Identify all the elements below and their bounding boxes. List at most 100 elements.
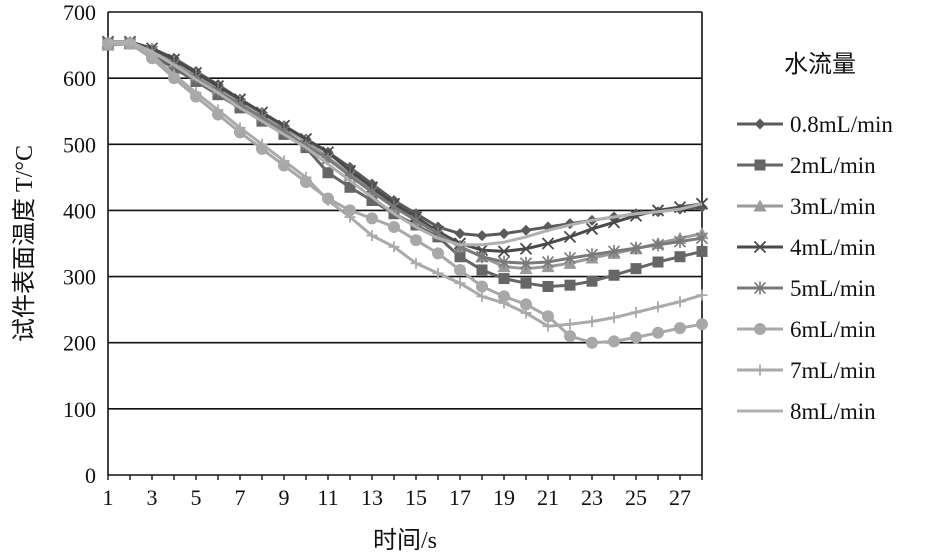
data-point — [563, 230, 577, 244]
x-tick-label: 5 — [191, 485, 202, 510]
data-point — [300, 171, 312, 183]
data-point — [674, 322, 686, 335]
data-point — [212, 104, 224, 116]
series-line — [108, 42, 703, 328]
data-point — [696, 289, 708, 301]
x-tick-label: 15 — [405, 485, 427, 510]
data-point — [585, 222, 599, 236]
legend-label: 8mL/min — [790, 399, 876, 424]
legend-swatch-marker — [754, 323, 766, 335]
series-lines — [101, 35, 709, 349]
data-point — [696, 318, 708, 331]
data-point — [586, 336, 598, 349]
series-line — [108, 40, 703, 253]
data-point — [608, 312, 620, 324]
series-3 — [101, 37, 709, 275]
data-point — [586, 316, 598, 328]
data-point — [344, 181, 356, 193]
legend-item: 5mL/min — [737, 276, 876, 301]
x-tick-label: 3 — [147, 485, 158, 510]
y-tick-label: 700 — [63, 0, 96, 25]
legend-label: 6mL/min — [790, 317, 876, 342]
data-point — [674, 296, 686, 308]
data-point — [585, 248, 599, 262]
legend-label: 4mL/min — [790, 235, 876, 260]
data-point — [607, 244, 621, 258]
legend-item: 3mL/min — [737, 194, 876, 219]
data-point — [564, 279, 576, 291]
legend-swatch-marker — [754, 364, 766, 376]
data-point — [498, 228, 510, 240]
data-point — [608, 335, 620, 348]
data-point — [586, 275, 598, 287]
y-tick-label: 0 — [85, 463, 96, 488]
y-tick-label: 300 — [63, 265, 96, 290]
x-axis-label: 时间/s — [373, 527, 437, 554]
data-point — [541, 255, 555, 269]
x-tick-label: 17 — [449, 485, 471, 510]
legend-item: 0.8mL/min — [737, 112, 893, 137]
series-line — [108, 40, 703, 247]
legend-item: 8mL/min — [737, 399, 876, 424]
data-point — [278, 155, 290, 167]
data-point — [454, 263, 466, 276]
legend-label: 5mL/min — [790, 276, 876, 301]
legend-item: 7mL/min — [737, 358, 876, 383]
series-line — [108, 42, 703, 345]
data-point — [630, 306, 642, 318]
series-7 — [102, 38, 708, 332]
x-tick-label: 13 — [361, 485, 383, 510]
data-point — [519, 256, 533, 270]
data-point — [630, 331, 642, 344]
legend-swatch-marker — [753, 199, 767, 212]
data-point — [520, 277, 532, 289]
data-point — [498, 297, 510, 309]
x-tick-label: 11 — [317, 485, 338, 510]
data-point — [476, 264, 488, 276]
y-tick-label: 400 — [63, 198, 96, 223]
data-point — [322, 195, 334, 207]
y-tick-label: 600 — [63, 66, 96, 91]
data-point — [344, 211, 356, 223]
series-8 — [108, 40, 703, 247]
y-axis-label: 试件表面温度 T/°C — [11, 145, 38, 342]
data-point — [542, 310, 554, 323]
x-tick-label: 19 — [493, 485, 515, 510]
legend-swatch-marker — [754, 159, 766, 171]
data-point — [695, 231, 709, 245]
data-point — [673, 235, 687, 249]
data-point — [388, 241, 400, 253]
data-point — [366, 230, 378, 242]
x-tick-label: 21 — [537, 485, 559, 510]
legend-swatch-marker — [753, 240, 767, 254]
legend-title: 水流量 — [784, 51, 856, 78]
data-point — [564, 318, 576, 330]
data-point — [234, 122, 246, 134]
data-point — [542, 280, 554, 292]
data-point — [432, 247, 444, 260]
data-point — [674, 251, 686, 263]
legend-item: 6mL/min — [737, 317, 876, 342]
y-tick-label: 100 — [63, 397, 96, 422]
data-point — [102, 38, 114, 50]
data-point — [497, 245, 511, 258]
legend-swatch-marker — [754, 118, 766, 130]
data-point — [322, 167, 334, 179]
data-point — [454, 277, 466, 289]
x-tick-label: 23 — [581, 485, 603, 510]
x-tick-label: 1 — [103, 485, 114, 510]
y-tick-label: 500 — [63, 132, 96, 157]
data-point — [652, 256, 664, 268]
data-point — [652, 326, 664, 339]
data-point — [366, 195, 378, 207]
data-point — [520, 298, 532, 311]
data-point — [498, 290, 510, 303]
data-point — [476, 290, 488, 302]
data-point — [520, 224, 532, 236]
data-point — [608, 269, 620, 281]
data-point — [498, 273, 510, 285]
legend-item: 4mL/min — [737, 235, 876, 260]
data-point — [652, 301, 664, 313]
data-point — [519, 242, 533, 255]
data-point — [432, 267, 444, 279]
